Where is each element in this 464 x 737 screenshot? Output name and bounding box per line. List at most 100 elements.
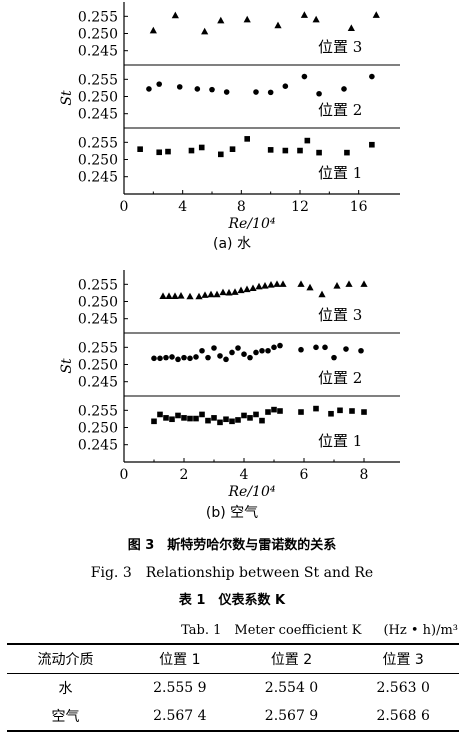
y-tick-label: 0.245: [78, 312, 118, 328]
y-tick-label: 0.255: [78, 277, 118, 293]
data-point-square: [337, 407, 343, 414]
data-point-square: [297, 147, 303, 154]
data-point-circle: [277, 342, 283, 349]
data-point-circle: [358, 347, 364, 354]
data-point-square: [181, 415, 187, 421]
data-point-triangle: [249, 284, 257, 292]
data-point-triangle: [273, 280, 281, 287]
x-tick-label: 12: [291, 199, 309, 215]
data-point-circle: [199, 347, 205, 354]
data-point-triangle: [333, 282, 341, 289]
table-unit: (Hz • h)/m³: [383, 623, 458, 638]
y-tick-label: 0.255: [78, 403, 118, 419]
y-tick-label: 0.245: [78, 438, 118, 454]
table-cell: 水: [58, 681, 73, 697]
y-tick-label: 0.250: [78, 27, 118, 43]
data-point-triangle: [195, 292, 203, 300]
data-point-square: [298, 409, 304, 415]
data-point-circle: [176, 84, 183, 90]
data-point-triangle: [231, 288, 239, 295]
data-point-square: [328, 410, 334, 417]
figure-caption-en: Fig. 3 Relationship between St and Re: [90, 565, 374, 581]
y-tick-label: 0.250: [78, 153, 118, 169]
x-tick-label: 2: [180, 467, 189, 483]
y-tick-label: 0.245: [78, 44, 118, 60]
data-point-square: [198, 144, 205, 151]
data-point-triangle: [237, 286, 245, 294]
data-point-triangle: [171, 292, 179, 299]
data-point-triangle: [177, 292, 185, 299]
data-point-circle: [298, 346, 304, 353]
data-point-circle: [369, 73, 375, 80]
data-point-circle: [331, 354, 337, 361]
data-point-square: [267, 147, 274, 153]
data-point-circle: [157, 355, 163, 362]
data-point-triangle: [306, 283, 314, 291]
data-point-triangle: [372, 11, 380, 18]
table-title-cn: 表 1 仪表系数 K: [178, 593, 286, 608]
data-point-circle: [265, 347, 271, 354]
data-point-triangle: [345, 280, 353, 287]
data-point-square: [156, 149, 162, 156]
y-tick-label: 0.255: [78, 72, 118, 88]
y-tick-label: 0.245: [78, 170, 118, 186]
panel-label: 位置 2: [318, 369, 362, 387]
data-point-circle: [253, 89, 259, 95]
data-point-circle: [235, 345, 241, 351]
y-tick-label: 0.255: [78, 135, 118, 151]
data-point-triangle: [213, 290, 221, 298]
data-point-square: [163, 415, 169, 421]
data-point-square: [175, 412, 181, 419]
panel-label: 位置 1: [318, 164, 362, 182]
data-point-square: [244, 136, 250, 142]
y-tick-label: 0.250: [78, 90, 118, 106]
panel-label: 位置 3: [318, 38, 362, 56]
data-point-square: [241, 412, 247, 419]
data-point-square: [361, 409, 367, 415]
x-tick-label: 4: [240, 467, 249, 483]
data-point-square: [218, 151, 224, 158]
table-cell: 2.567 9: [264, 708, 319, 724]
data-point-square: [188, 147, 195, 154]
data-point-circle: [271, 344, 277, 351]
y-tick-label: 0.250: [78, 295, 118, 311]
data-point-square: [253, 411, 259, 418]
data-point-square: [223, 416, 229, 423]
data-point-circle: [343, 346, 349, 352]
panel-label: 位置 1: [318, 432, 362, 450]
table-title-en-row: Tab. 1 Meter coefficient K (Hz • h)/m³: [181, 619, 458, 638]
y-axis-label: St: [59, 358, 75, 374]
data-point-square: [247, 415, 253, 421]
data-point-triangle: [279, 280, 287, 287]
data-point-triangle: [312, 15, 320, 23]
data-point-triangle: [186, 292, 194, 300]
data-point-circle: [322, 344, 328, 351]
chart-water-sublabel: (a) 水: [213, 236, 251, 252]
data-point-circle: [156, 81, 162, 87]
data-point-triangle: [217, 16, 225, 24]
data-point-square: [304, 137, 311, 144]
data-point-circle: [259, 347, 265, 354]
table-header-row: 流动介质 位置 1 位置 2 位置 3: [7, 644, 459, 674]
data-point-circle: [163, 354, 169, 361]
y-tick-label: 0.245: [78, 107, 118, 123]
data-point-square: [271, 406, 277, 413]
table-cell: 2.554 0: [264, 680, 319, 696]
table-row: 空气 2.567 4 2.567 9 2.568 6: [7, 702, 459, 731]
data-point-triangle: [318, 290, 326, 298]
table-cell: 2.567 4: [153, 708, 207, 724]
data-point-square: [169, 416, 175, 423]
data-point-square: [199, 411, 205, 418]
data-point-square: [259, 417, 265, 424]
data-point-circle: [169, 354, 175, 360]
panel-label: 位置 2: [318, 101, 362, 119]
data-point-circle: [193, 354, 199, 360]
data-point-square: [137, 146, 143, 152]
table-cell: 空气: [51, 709, 80, 725]
data-point-square: [205, 417, 211, 424]
data-point-triangle: [243, 15, 251, 23]
data-point-circle: [282, 83, 289, 89]
x-tick-label: 0: [120, 199, 129, 215]
table-header-medium: 流动介质: [37, 652, 94, 668]
